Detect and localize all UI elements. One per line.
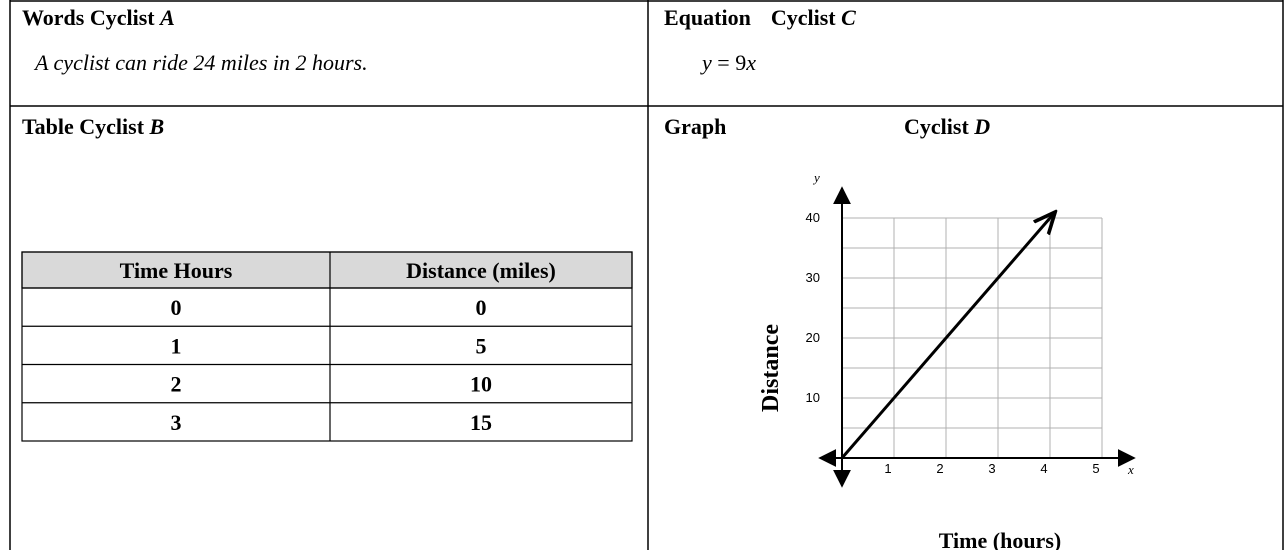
table-header: Distance (miles)	[406, 258, 556, 283]
words-text: A cyclist can ride 24 miles in 2 hours.	[33, 50, 368, 75]
table-cell: 2	[171, 372, 182, 397]
x-tick-label: 4	[1040, 461, 1047, 476]
table-cell: 5	[476, 333, 487, 358]
x-tick-label: 3	[988, 461, 995, 476]
x-tick-label: 2	[936, 461, 943, 476]
table-cell: 10	[470, 372, 492, 397]
x-var: x	[1127, 462, 1134, 477]
cell-heading: Equation Cyclist C	[664, 5, 856, 30]
cell-heading: Graph	[664, 114, 726, 139]
data-line	[840, 212, 1055, 459]
table-cell: 3	[171, 410, 182, 435]
table-frame	[21, 251, 633, 442]
table-cell: 1	[171, 333, 182, 358]
y-tick-label: 30	[806, 270, 820, 285]
cell-heading: Words Cyclist A	[22, 5, 175, 30]
y-tick-label: 10	[806, 390, 820, 405]
x-axis-label: Time (hours)	[939, 528, 1061, 550]
x-tick-label: 1	[884, 461, 891, 476]
table-cell: 15	[470, 410, 492, 435]
y-var: y	[812, 170, 820, 185]
table-header: Time Hours	[120, 258, 233, 283]
y-tick-label: 20	[806, 330, 820, 345]
table-header-bg	[21, 251, 633, 289]
x-tick-label: 5	[1092, 461, 1099, 476]
y-tick-label: 40	[806, 210, 820, 225]
table-cell: 0	[171, 295, 182, 320]
table-cell: 0	[476, 295, 487, 320]
cell-heading: Cyclist D	[904, 114, 990, 139]
equation: y = 9x	[700, 50, 756, 75]
y-axis-label: Distance	[758, 324, 784, 412]
cell-heading: Table Cyclist B	[22, 114, 164, 139]
